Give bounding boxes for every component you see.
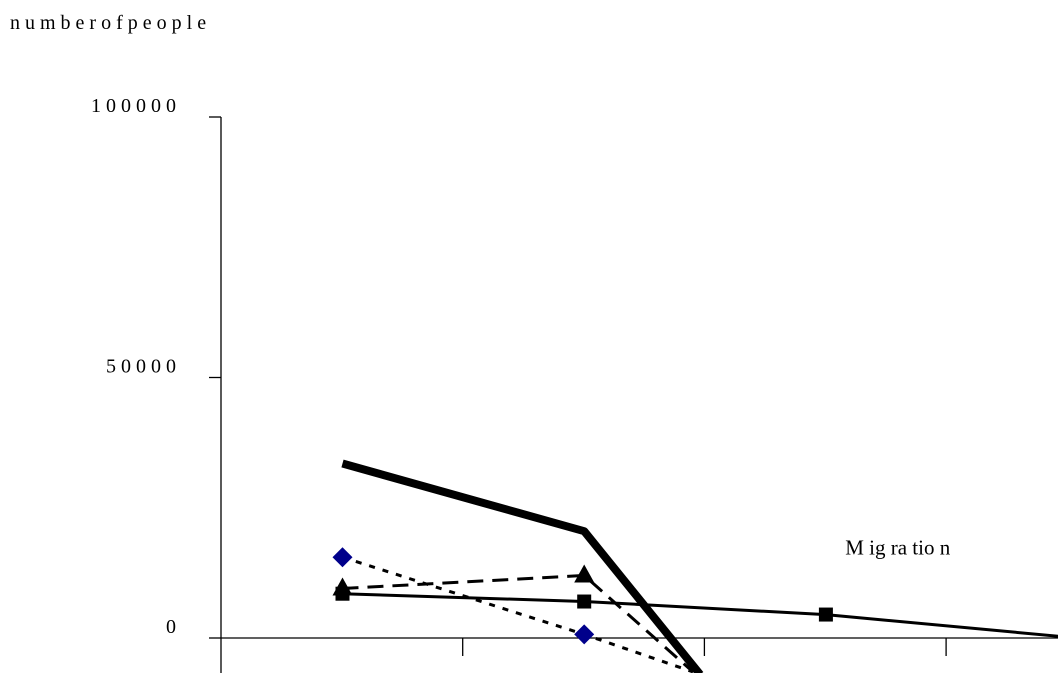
data-point-square [577, 594, 592, 609]
y-axis-title: n u m b e r o f p e o p l e [10, 12, 206, 34]
series-layer [332, 459, 1058, 673]
series-line-thick-solid [341, 459, 704, 673]
y-tick-label: 1 0 0 0 0 0 [91, 95, 176, 117]
series-line-dashed [342, 574, 694, 673]
series-line-dotted [342, 555, 694, 673]
text-layer: n u m b e r o f p e o p l e 0 5 0 0 0 0 1 … [10, 12, 951, 638]
data-point-diamond [574, 624, 595, 645]
series-line-solid [342, 592, 1058, 638]
series-annotation: M ig ra tio n [845, 536, 950, 560]
axes [209, 116, 1058, 673]
y-tick-label: 0 [166, 616, 176, 638]
data-point-triangle [332, 577, 353, 596]
y-tick-label: 5 0 0 0 0 [106, 356, 176, 378]
data-point-triangle [574, 564, 595, 583]
data-point-square [818, 607, 833, 622]
data-point-diamond [332, 547, 353, 568]
